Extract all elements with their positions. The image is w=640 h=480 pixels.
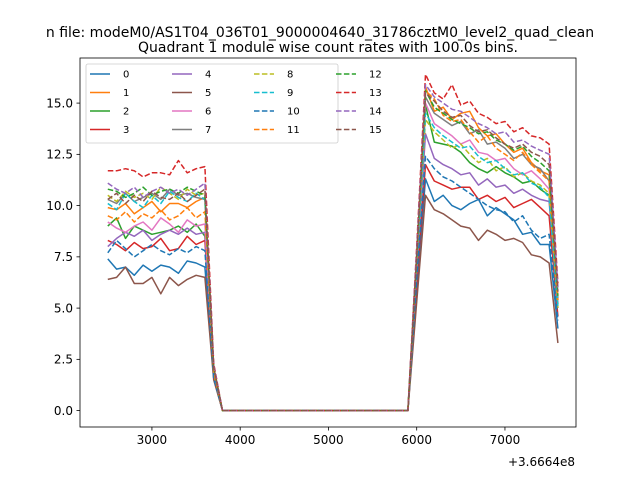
series-line-4 [107,133,559,412]
y-tick-label: 12.5 [46,148,73,162]
x-axis-offset-text: +3.6664e8 [508,455,575,469]
series-line-10 [107,155,559,412]
series-line-0 [107,178,559,412]
legend-label-8: 8 [287,70,293,81]
y-tick-label: 0.0 [54,404,73,418]
series-line-2 [107,104,559,412]
y-tick-label: 15.0 [46,96,73,110]
legend-label-13: 13 [369,88,382,99]
legend-label-6: 6 [205,107,211,118]
x-tick-label: 3000 [137,433,168,447]
legend-label-0: 0 [123,70,129,81]
series-line-15 [107,92,559,412]
y-tick-label: 7.5 [54,250,73,264]
legend-label-15: 15 [369,125,382,136]
series-line-9 [107,112,559,412]
legend-label-3: 3 [123,125,129,136]
y-tick-label: 5.0 [54,301,73,315]
x-tick-label: 6000 [401,433,432,447]
legend-label-9: 9 [287,88,293,99]
legend-frame [85,63,339,144]
legend-label-14: 14 [369,107,382,118]
legend-label-1: 1 [123,88,129,99]
legend-label-2: 2 [123,107,129,118]
legend-label-10: 10 [287,107,300,118]
x-tick-label: 5000 [313,433,344,447]
x-tick-label: 4000 [225,433,256,447]
legend-label-11: 11 [287,125,300,136]
legend-label-4: 4 [205,70,211,81]
axes: 3000 4000 5000 6000 7000 0.0 2.5 5.0 7.5 10.0 12.5… [46,57,577,447]
series-line-8 [107,118,559,412]
legend-label-7: 7 [205,125,211,136]
series-line-3 [107,163,559,412]
axes-frame [79,57,577,428]
figure-suptitle: n file: modeM0/AS1T04_036T01_9000004640_… [46,25,594,41]
x-tick-label: 7000 [490,433,521,447]
y-tick-label: 10.0 [46,199,73,213]
legend-label-5: 5 [205,88,211,99]
series-line-14 [107,83,559,412]
plot-area [107,73,559,412]
series-line-13 [107,73,559,412]
y-tick-label: 2.5 [54,353,73,367]
chart-title: Quadrant 1 module wise count rates with … [138,40,518,56]
series-line-7 [107,96,559,412]
series-line-6 [107,102,559,412]
legend-label-12: 12 [369,70,382,81]
